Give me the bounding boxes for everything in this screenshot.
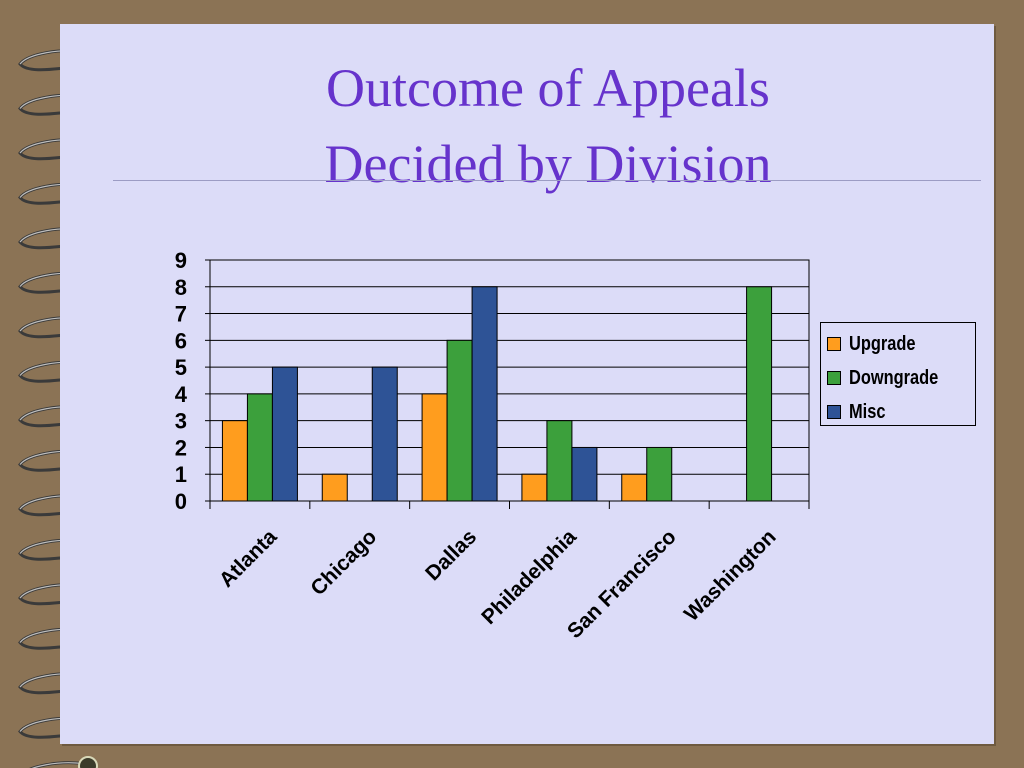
y-tick-label: 9 [175,248,187,273]
bar-upgrade-dallas [421,393,448,502]
title-line-2: Decided by Division [324,134,772,194]
y-tick-label: 0 [175,489,187,514]
legend-label-misc: Misc [849,400,886,423]
chart-legend: Upgrade Downgrade Misc [820,322,976,426]
x-category-label: Dallas [421,525,481,585]
bar-upgrade-chicago [321,473,348,502]
y-tick-label: 6 [175,328,187,353]
bar-downgrade-dallas [446,339,473,502]
x-category-label: Washington [680,525,781,626]
x-category-label: Philadelphia [477,525,581,629]
legend-item-misc: Misc [827,395,975,429]
bar-downgrade-philadelphia [546,420,573,502]
legend-label-upgrade: Upgrade [849,332,916,355]
plot-area [209,259,810,502]
legend-swatch-misc [827,405,841,419]
legend-item-downgrade: Downgrade [827,361,975,395]
slide-title: Outcome of Appeals Decided by Division [113,50,983,202]
x-category-label: Chicago [306,525,381,600]
bar-upgrade-atlanta [221,420,248,502]
y-tick-label: 2 [175,435,187,460]
bar-downgrade-atlanta [246,393,273,502]
bar-downgrade-san-francisco [646,446,673,502]
bar-downgrade-washington [746,286,773,502]
legend-swatch-downgrade [827,371,841,385]
legend-swatch-upgrade [827,337,841,351]
bar-misc-chicago [371,366,398,502]
legend-label-downgrade: Downgrade [849,366,939,389]
bar-misc-dallas [471,286,498,502]
binding-ring [29,756,98,768]
y-tick-label: 7 [175,302,187,327]
y-tick-label: 1 [175,462,187,487]
bar-misc-atlanta [271,366,298,502]
y-tick-label: 5 [175,355,187,380]
legend-item-upgrade: Upgrade [827,327,975,361]
bar-upgrade-san-francisco [621,473,648,502]
y-tick-label: 4 [175,382,188,407]
y-tick-label: 8 [175,275,187,300]
title-line-1: Outcome of Appeals [326,58,770,118]
title-divider [113,180,981,181]
bar-misc-philadelphia [571,446,598,502]
x-category-label: San Francisco [563,525,681,643]
bar-upgrade-philadelphia [521,473,548,502]
y-tick-label: 3 [175,409,187,434]
x-category-label: Atlanta [215,525,282,592]
